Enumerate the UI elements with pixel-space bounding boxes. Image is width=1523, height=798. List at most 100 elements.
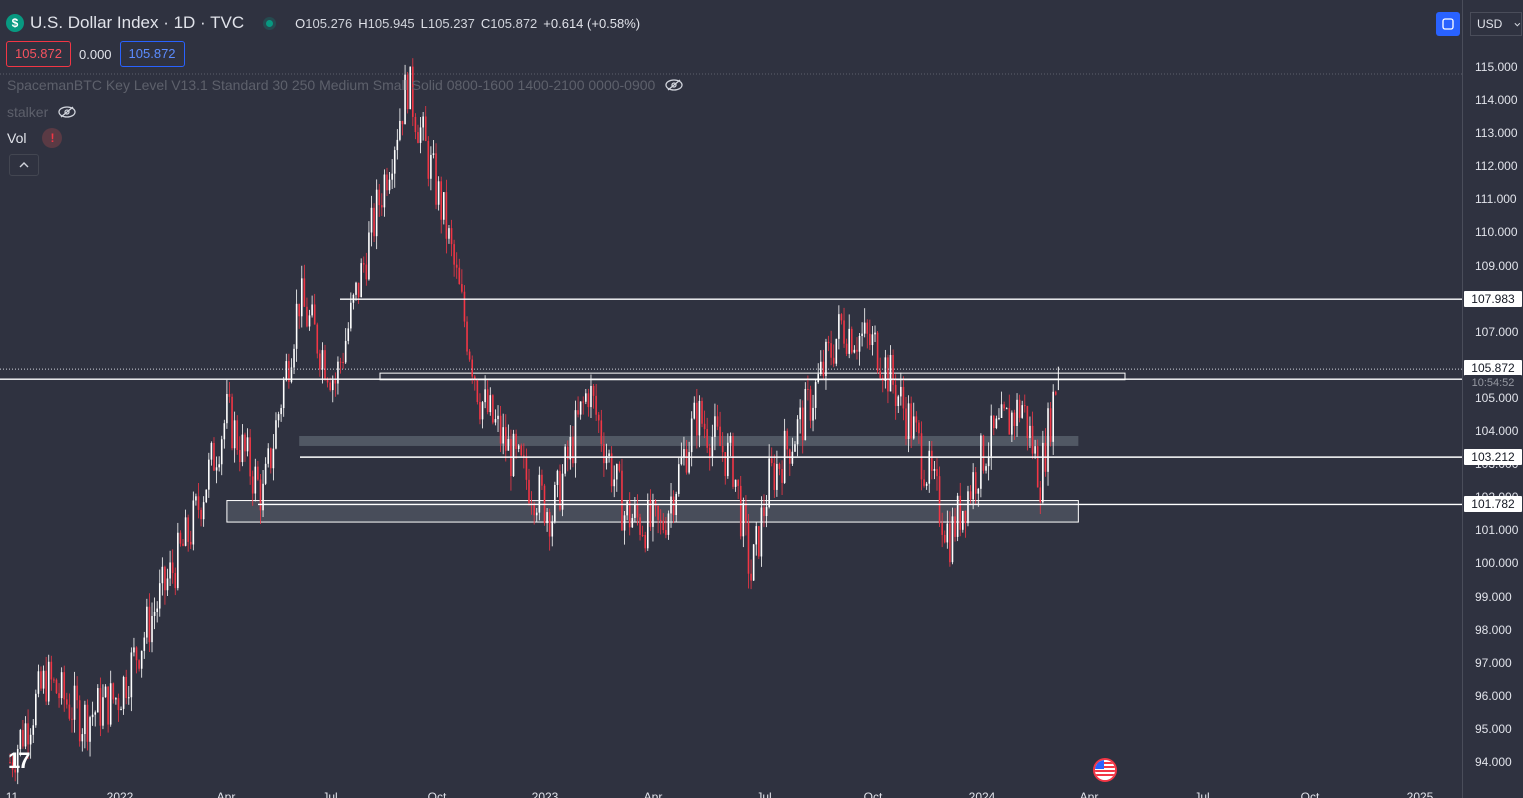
- candle-body: [721, 445, 724, 453]
- candle-body: [179, 532, 182, 544]
- key-level-price-tag[interactable]: 101.782: [1464, 496, 1522, 513]
- chevron-up-icon: [19, 162, 29, 168]
- candle-body: [430, 154, 432, 179]
- candle-body: [277, 414, 280, 421]
- candle-body: [22, 730, 24, 747]
- candle-body: [1047, 408, 1049, 472]
- candle-body: [693, 402, 696, 419]
- candle-body: [200, 509, 202, 520]
- ohlc-low: L105.237: [420, 15, 475, 31]
- price-axis[interactable]: 115.000 114.000 113.000 112.000 111.000 110.0…: [1462, 0, 1523, 798]
- candle-body: [409, 66, 412, 110]
- candle-body: [592, 385, 595, 396]
- candle-body: [89, 717, 91, 742]
- candle-body: [533, 504, 535, 516]
- candle-body: [76, 685, 78, 701]
- indicator-vol[interactable]: Vol !: [7, 128, 63, 148]
- candle-body: [587, 393, 590, 408]
- candle-body: [53, 679, 55, 681]
- candle-body: [869, 333, 871, 346]
- support-zone[interactable]: [299, 436, 1079, 446]
- collapse-indicators-button[interactable]: [9, 154, 39, 176]
- candle-body: [577, 410, 579, 415]
- candle-body: [143, 637, 146, 651]
- candle-body: [45, 670, 47, 702]
- candle-body: [825, 341, 827, 376]
- candle-body: [383, 174, 386, 208]
- candle-body: [507, 439, 510, 451]
- candle-body: [350, 302, 352, 329]
- candle-body: [569, 436, 572, 460]
- candle-body: [466, 321, 468, 352]
- eye-off-icon[interactable]: [58, 106, 76, 118]
- key-level-price-tag[interactable]: 107.983: [1464, 291, 1522, 308]
- candle-body: [928, 450, 931, 484]
- candle-body: [559, 470, 561, 510]
- candle-body: [915, 416, 918, 423]
- ohlc-high: H105.945: [358, 15, 415, 31]
- candle-body: [781, 468, 783, 483]
- currency-select[interactable]: USD: [1470, 12, 1522, 36]
- candle-body: [32, 725, 35, 735]
- candle-body: [109, 683, 112, 725]
- candle-body: [347, 328, 350, 341]
- candle-body: [197, 496, 200, 510]
- fullscreen-icon: [1442, 18, 1454, 30]
- time-tick-label: Jul: [756, 790, 772, 798]
- tradingview-logo-icon: 17: [8, 748, 31, 773]
- candle-body: [752, 544, 755, 581]
- eye-off-icon[interactable]: [665, 79, 683, 91]
- candle-body: [982, 435, 985, 471]
- price-tick-label: 94.000: [1475, 755, 1512, 769]
- candle-body: [677, 464, 680, 494]
- key-level-price-tag[interactable]: 103.212: [1464, 449, 1522, 466]
- candle-body: [690, 418, 693, 453]
- candle-body: [208, 459, 210, 490]
- price-chart[interactable]: [0, 0, 1462, 798]
- time-tick-label: Oct: [427, 790, 447, 798]
- candle-body: [525, 456, 528, 480]
- candle-body: [125, 676, 127, 699]
- candle-body: [866, 322, 869, 334]
- candle-body: [1005, 408, 1008, 410]
- symbol-title[interactable]: U.S. Dollar Index · 1D · TVC: [30, 13, 245, 32]
- sell-price-button[interactable]: 105.872: [6, 41, 71, 67]
- candle-body: [120, 708, 122, 711]
- candle-body: [729, 436, 732, 443]
- candle-body: [228, 394, 231, 397]
- candle-body: [1054, 391, 1057, 395]
- candle-body: [1018, 399, 1021, 418]
- candle-body: [285, 361, 288, 381]
- candle-body: [195, 496, 197, 501]
- price-tick-label: 101.000: [1475, 523, 1519, 538]
- candle-body: [298, 303, 300, 317]
- candle-body: [931, 450, 933, 471]
- candle-body: [251, 476, 254, 494]
- candle-body: [871, 334, 874, 346]
- us-flag-icon[interactable]: [1093, 758, 1117, 782]
- candle-body: [538, 474, 541, 513]
- candle-body: [241, 434, 244, 463]
- candle-body: [923, 479, 925, 486]
- candle-body: [758, 526, 760, 557]
- candle-body: [853, 349, 856, 353]
- price-tick-label: 98.000: [1475, 622, 1512, 637]
- candle-body: [504, 427, 507, 451]
- buy-price-button[interactable]: 105.872: [119, 41, 185, 67]
- fullscreen-button[interactable]: [1436, 12, 1460, 36]
- candle-body: [827, 341, 830, 344]
- indicator-vol-label: Vol: [7, 130, 27, 146]
- time-tick-label: Oct: [1300, 790, 1320, 798]
- candle-body: [339, 361, 342, 363]
- currency-value: USD: [1477, 17, 1503, 31]
- indicator-key-level[interactable]: SpacemanBTC Key Level V13.1 Standard 30 …: [7, 77, 683, 93]
- candle-body: [646, 500, 649, 549]
- candle-body: [427, 140, 430, 179]
- candle-body: [288, 361, 290, 382]
- last-price-tag[interactable]: 105.872: [1464, 360, 1522, 377]
- indicator-stalker[interactable]: stalker: [7, 104, 76, 120]
- candle-body: [153, 611, 156, 616]
- time-tick-label: Oct: [863, 790, 883, 798]
- warning-icon[interactable]: !: [42, 128, 63, 148]
- candle-body: [293, 348, 295, 368]
